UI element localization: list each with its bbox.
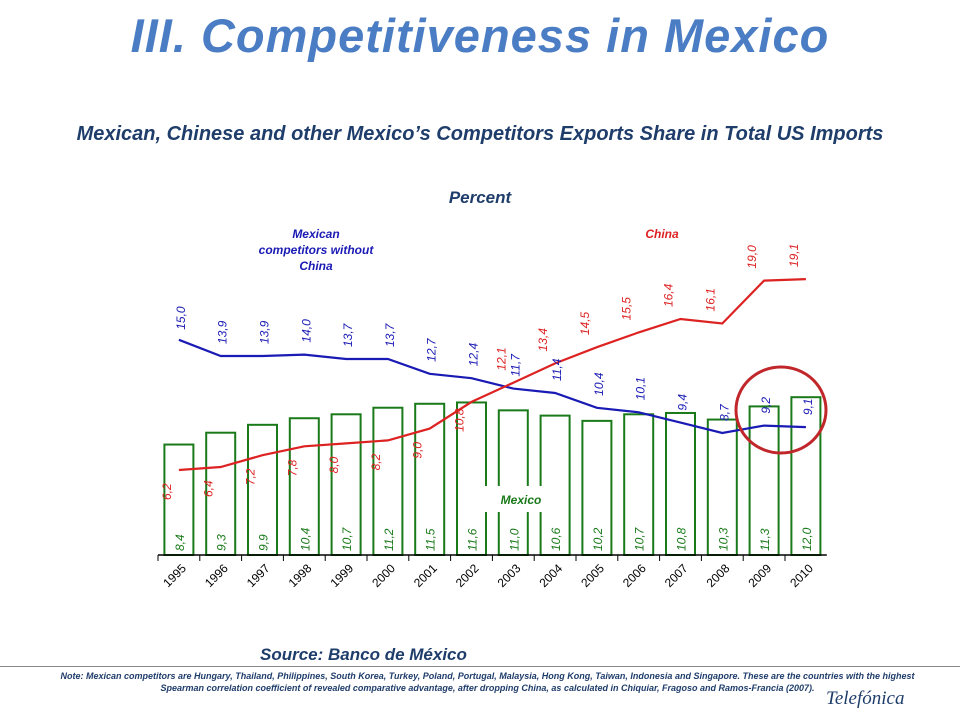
data-label-china-1999: 8,0 [327, 456, 341, 473]
divider [0, 666, 960, 667]
legend-mexico-box [482, 486, 560, 512]
x-tick-label-1995: 1995 [160, 561, 189, 590]
data-label-mexico-1997: 9,9 [257, 534, 271, 551]
data-label-mexico-2010: 12,0 [800, 527, 814, 551]
x-tick-label-2002: 2002 [453, 561, 482, 590]
source-text: Source: Banco de México [260, 645, 467, 664]
x-tick-label-1999: 1999 [327, 561, 356, 590]
legend-competitors-line: competitors without [259, 243, 375, 257]
bar-mexico-2007 [665, 411, 696, 557]
data-label-mexico-2009: 11,3 [758, 528, 772, 551]
data-label-competitors-2010: 9,1 [801, 398, 815, 415]
exports-share-chart: 1995 1996 1997 1998 1999 2000 2001 2002 2003 2004… [157, 227, 828, 590]
bar-mexico-1996 [205, 431, 237, 556]
data-label-china-2000: 8,2 [369, 453, 383, 470]
line-mexican-competitors [178, 338, 806, 435]
x-tick-label-2007: 2007 [662, 561, 691, 590]
x-tick-label-2004: 2004 [536, 561, 565, 590]
data-label-mexico-2006: 10,7 [633, 526, 647, 551]
x-tick-label-1998: 1998 [286, 561, 315, 590]
data-label-mexico-1998: 10,4 [298, 527, 312, 551]
data-label-mexico-2008: 10,3 [716, 527, 730, 551]
data-label-mexico-2005: 10,2 [591, 527, 605, 551]
bar-mexico-1997 [247, 423, 278, 556]
x-tick-label-2005: 2005 [578, 561, 607, 590]
data-label-competitors-2002: 12,4 [467, 343, 481, 367]
data-label-china-1996: 6,4 [202, 480, 216, 497]
data-label-competitors-2000: 13,7 [383, 322, 397, 347]
x-tick-label-2010: 2010 [787, 561, 816, 590]
data-label-competitors-1996: 13,9 [216, 320, 230, 344]
data-label-competitors-1999: 13,7 [341, 322, 355, 347]
data-label-competitors-2009: 9,2 [759, 397, 773, 414]
data-label-china-1995: 6,2 [160, 483, 174, 500]
legend-competitors-line: Mexican [292, 227, 339, 241]
x-tick-label-2003: 2003 [495, 561, 524, 590]
data-label-mexico-1995: 8,4 [173, 534, 187, 551]
data-label-competitors-1995: 15,0 [174, 306, 188, 330]
data-label-china-2005: 14,5 [578, 311, 592, 335]
data-label-mexico-2000: 11,2 [382, 528, 396, 551]
data-label-mexico-1999: 10,7 [340, 526, 354, 551]
legend-china: China [645, 227, 679, 241]
data-label-competitors-2006: 10,1 [634, 377, 648, 400]
slide-title: III. Competitiveness in Mexico [130, 9, 830, 62]
bar-mexico-1995 [163, 443, 195, 557]
x-tick-label-1997: 1997 [244, 561, 273, 590]
x-tick-label-1996: 1996 [202, 561, 231, 590]
data-label-china-1997: 7,2 [244, 468, 258, 485]
line-china [178, 278, 806, 472]
data-label-competitors-2005: 10,4 [592, 372, 606, 396]
data-label-competitors-2004: 11,4 [550, 358, 564, 381]
bar-mexico-2008 [706, 418, 738, 556]
x-tick-label-2001: 2001 [411, 561, 440, 590]
telefonica-logo: Telefónica [826, 688, 905, 709]
data-label-china-2003: 12,1 [494, 347, 508, 370]
bar-mexico-2000 [372, 406, 404, 556]
bar-mexico-1998 [288, 417, 320, 556]
data-label-competitors-1998: 14,0 [299, 319, 313, 343]
x-tick-label-2000: 2000 [369, 561, 398, 590]
data-label-mexico-2002: 11,6 [466, 528, 480, 551]
data-label-mexico-1996: 9,3 [215, 534, 229, 551]
bar-mexico-2010 [790, 396, 822, 557]
data-label-mexico-2003: 11,0 [507, 528, 521, 551]
data-label-china-2006: 15,5 [620, 297, 634, 321]
data-label-competitors-1997: 13,9 [258, 320, 272, 344]
chart-subtitle: Percent [448, 188, 512, 207]
data-label-china-2002: 10,8 [453, 408, 467, 432]
x-tick-label-2009: 2009 [745, 561, 774, 590]
x-tick-label-2006: 2006 [620, 561, 649, 590]
data-label-competitors-2007: 9,4 [676, 394, 690, 411]
data-label-competitors-2008: 8,7 [717, 403, 731, 421]
highlight-circle [734, 365, 828, 455]
data-label-china-2004: 13,4 [536, 328, 550, 352]
footnote: Note: Mexican competitors are Hungary, T… [60, 671, 915, 693]
data-label-mexico-2004: 10,6 [549, 527, 563, 551]
legend-mexico: Mexico [501, 493, 542, 507]
data-label-china-2010: 19,1 [787, 244, 801, 267]
data-label-china-2009: 19,0 [745, 245, 759, 269]
x-tick-label-2008: 2008 [704, 561, 733, 590]
data-label-mexico-2001: 11,5 [424, 528, 438, 551]
data-label-competitors-2003: 11,7 [508, 353, 522, 377]
chart-title: Mexican, Chinese and other Mexico’s Comp… [76, 123, 884, 145]
data-label-china-2008: 16,1 [703, 288, 717, 311]
legend-competitors-line: China [299, 259, 333, 273]
data-label-china-1998: 7,8 [285, 459, 299, 476]
data-label-competitors-2001: 12,7 [425, 337, 439, 362]
data-label-mexico-2007: 10,8 [675, 527, 689, 551]
data-label-china-2007: 16,4 [662, 283, 676, 307]
bar-mexico-1999 [330, 413, 362, 557]
data-label-china-2001: 9,0 [411, 442, 425, 459]
